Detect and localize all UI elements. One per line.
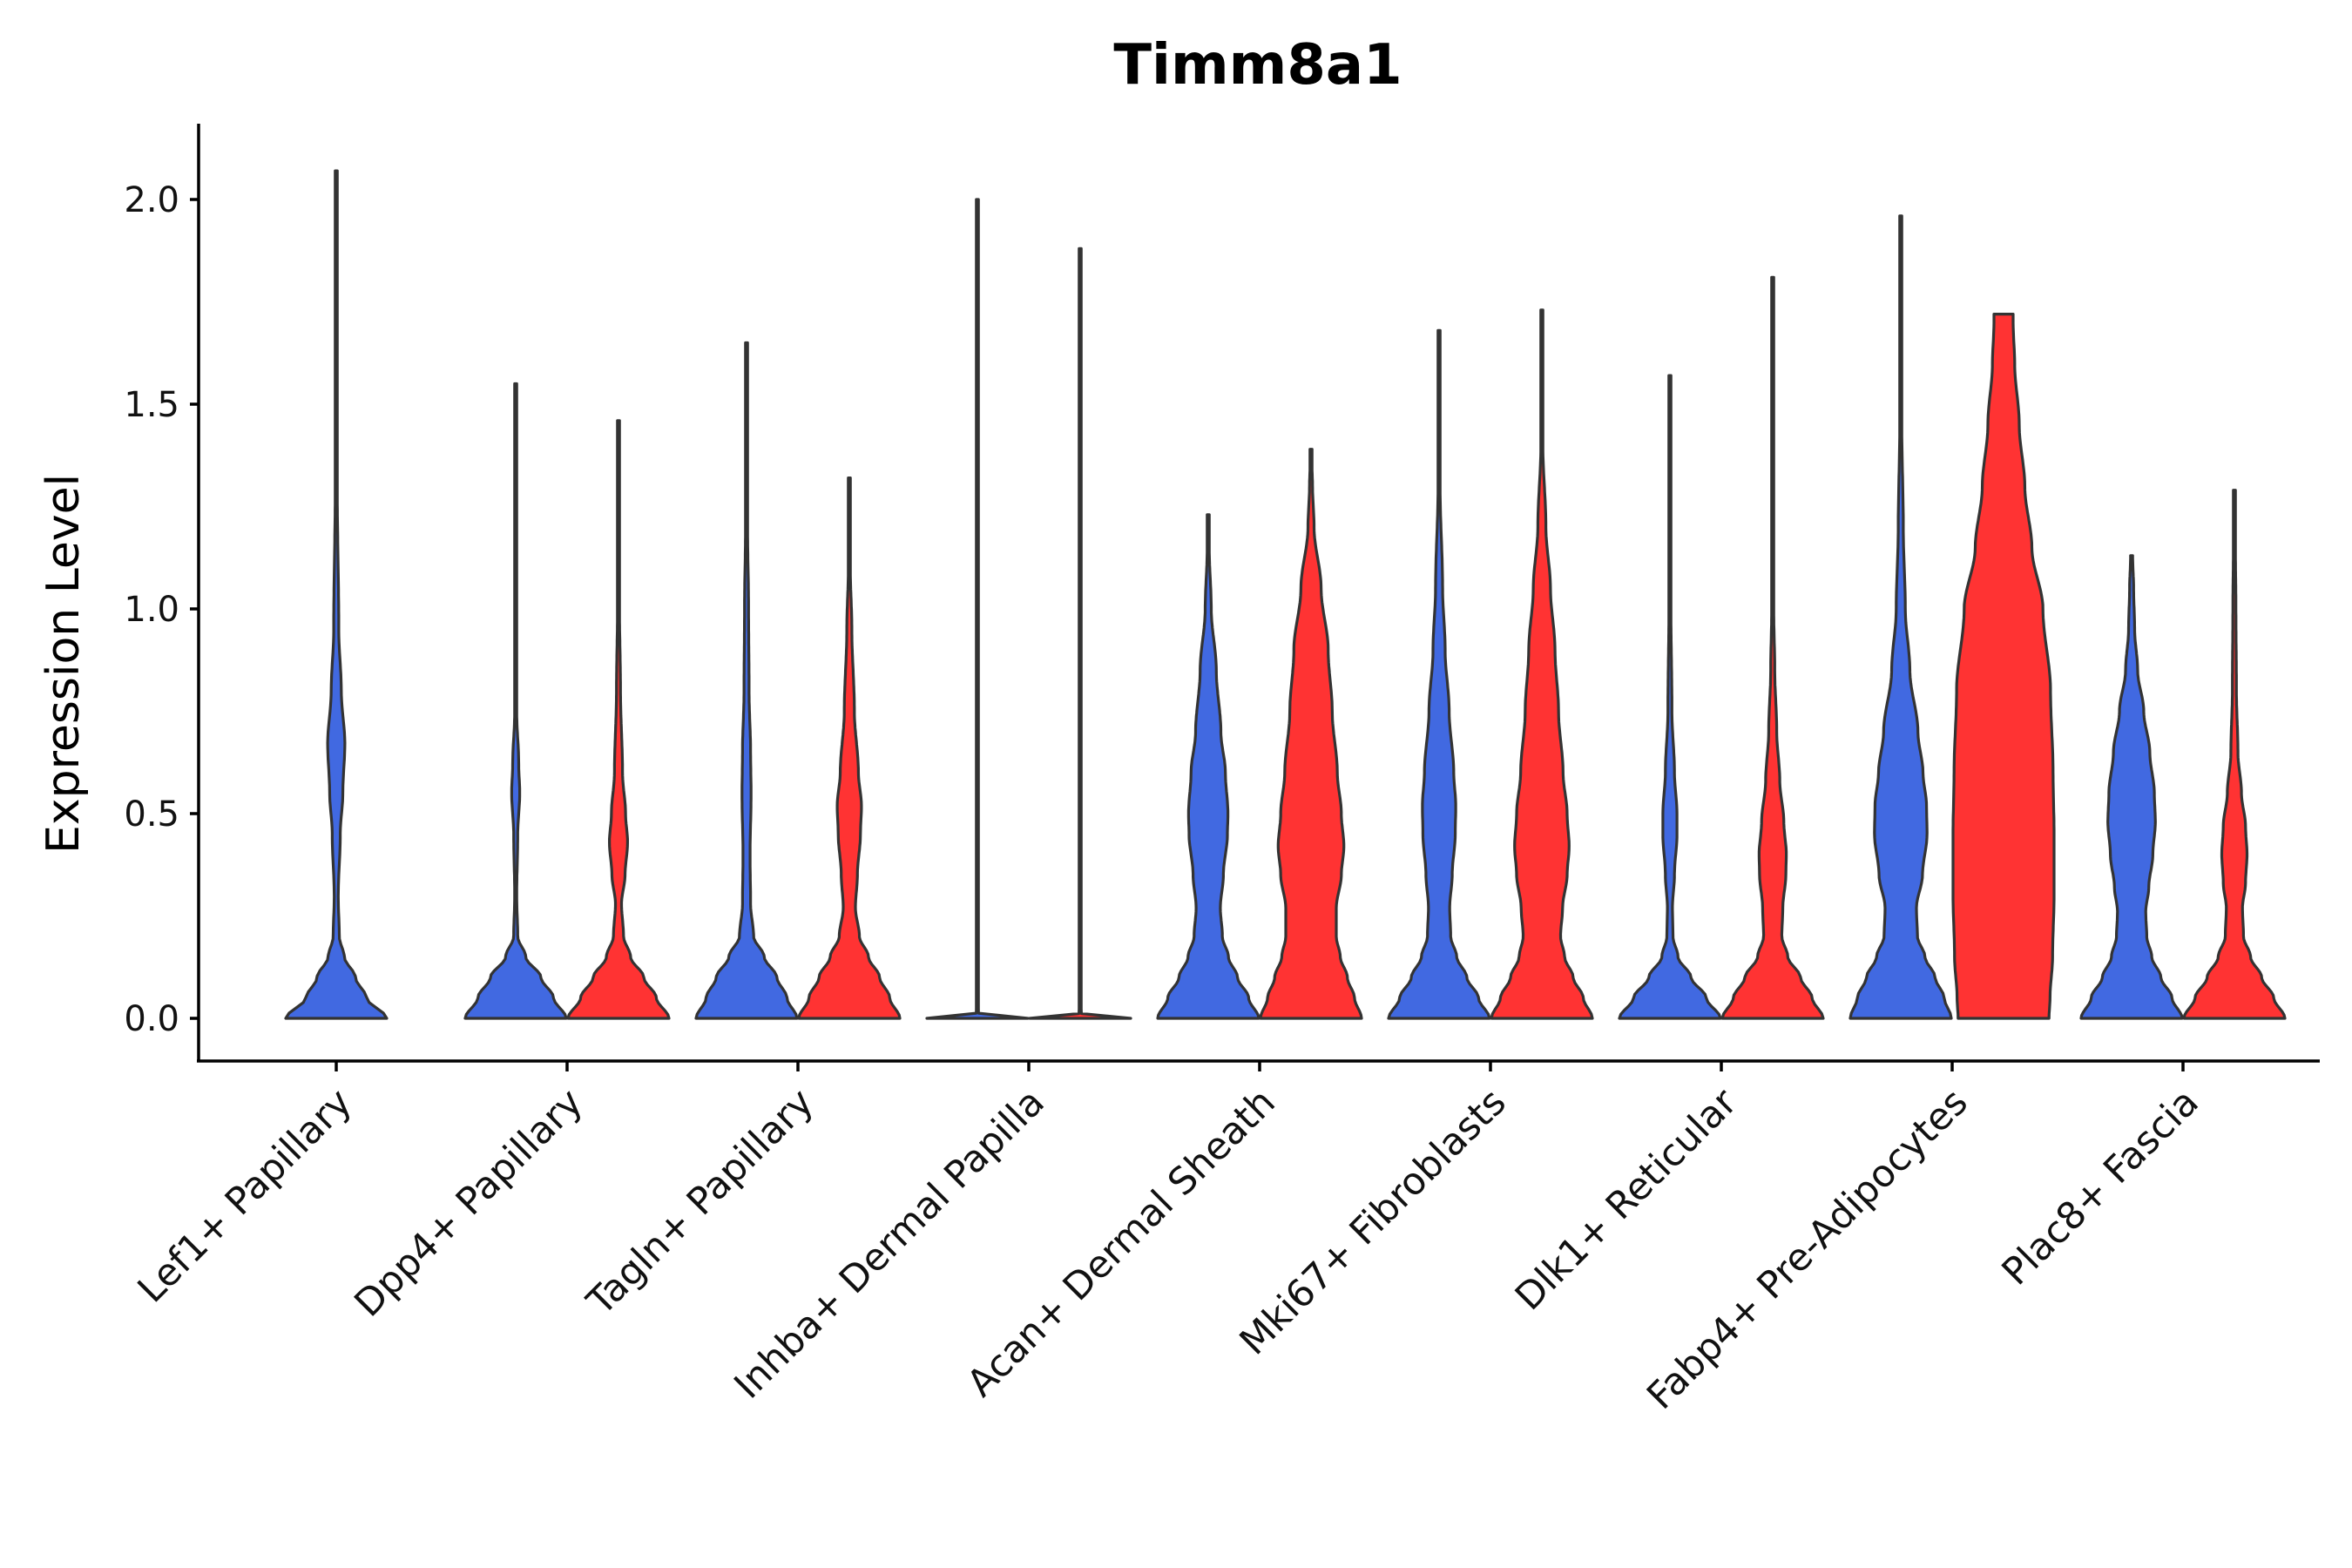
violin-red [1259,448,1363,1020]
x-tick-label: Plac8+ Fascia [1994,1080,2207,1294]
y-tick-label: 0.0 [124,999,179,1039]
chart-title: Timm8a1 [1113,33,1402,98]
violin-red [566,419,671,1020]
x-tick-label: Dpp4+ Papillary [347,1080,591,1325]
x-tick-label: Lef1+ Papillary [130,1080,361,1311]
violin-red [797,476,902,1020]
y-tick-label: 1.0 [124,590,179,630]
violin-red [1028,247,1132,1020]
y-tick-label: 2.0 [124,180,179,220]
y-tick-label: 1.5 [124,385,179,425]
violin-blue [1618,374,1722,1020]
violin-red [1951,313,2056,1020]
violin-blue [1848,214,1953,1020]
violins [284,169,2287,1020]
violin-blue [284,169,389,1020]
violin-blue [2079,554,2184,1020]
x-tick-label: Mki67+ Fibroblasts [1232,1080,1515,1363]
y-axis-label: Expression Level [37,474,90,854]
y-axis-ticks: 0.0 0.5 1.0 1.5 2.0 [124,180,199,1039]
violin-blue [694,341,799,1020]
violin-red [2182,489,2287,1020]
x-tick-label: Dlk1+ Reticular [1507,1080,1746,1319]
violin-blue [1387,328,1491,1020]
violin-blue [463,382,568,1020]
violin-blue [925,198,1030,1020]
y-tick-label: 0.5 [124,794,179,835]
violin-blue [1156,513,1260,1020]
x-tick-label: Tagln+ Papillary [578,1080,822,1324]
violin-red [1490,308,1594,1020]
violin-red [1720,275,1825,1020]
